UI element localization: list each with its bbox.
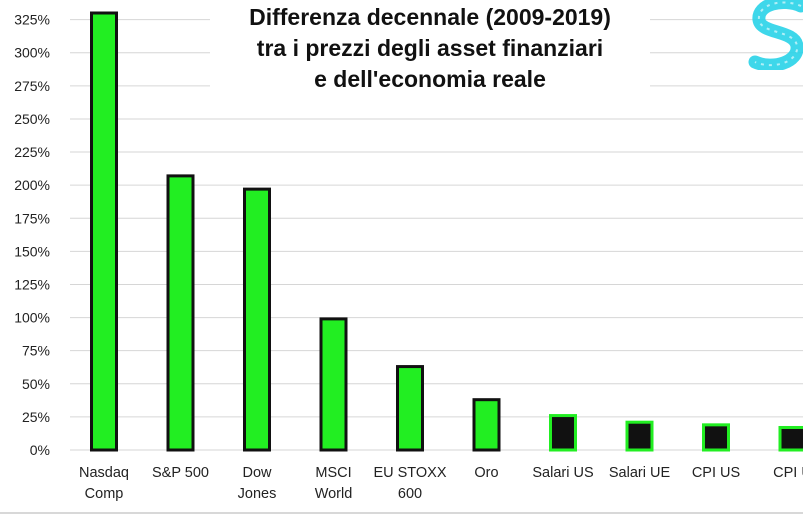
y-tick-label: 100% [14, 310, 50, 326]
bars [90, 11, 803, 452]
x-tick-label: EU STOXX 600 [373, 465, 446, 502]
chart-title-line-3: e dell'economia reale [314, 66, 546, 92]
y-tick-label: 275% [14, 78, 50, 94]
y-tick-label: 250% [14, 111, 50, 127]
bar [166, 174, 195, 452]
bottom-border [0, 512, 803, 514]
x-tick-label: Nasdaq Comp [79, 465, 129, 502]
y-tick-label: 0% [30, 442, 50, 458]
chart-title-line-1: Differenza decennale (2009-2019) [249, 4, 611, 30]
bar [319, 317, 348, 452]
bar [702, 423, 730, 452]
y-tick-label: 25% [22, 409, 50, 425]
x-tick-label: S&P 500 [152, 465, 209, 481]
x-tick-label: MSCI World [315, 465, 353, 502]
y-tick-label: 300% [14, 45, 50, 61]
brand-s-logo-icon [748, 0, 803, 70]
y-tick-label: 225% [14, 144, 50, 160]
bar [90, 11, 118, 452]
x-tick-label: CPI US [692, 465, 740, 481]
y-tick-label: 75% [22, 343, 50, 359]
bar [778, 425, 803, 452]
x-tick-label: Salari US [532, 465, 593, 481]
y-tick-label: 50% [22, 376, 50, 392]
x-tick-label: Dow Jones [238, 465, 277, 502]
x-axis-labels: Nasdaq Comp S&P 500 Dow Jones MSCI World EU STO… [79, 465, 803, 502]
x-tick-label: Oro [474, 465, 498, 481]
y-tick-label: 150% [14, 243, 50, 259]
chart-title-line-2: tra i prezzi degli asset finanziari [256, 35, 604, 61]
x-tick-label: CPI U [773, 465, 803, 481]
bar [472, 398, 501, 452]
y-tick-label: 325% [14, 12, 50, 28]
y-tick-label: 200% [14, 177, 50, 193]
bar [549, 414, 577, 452]
y-axis-ticks: 0% 25% 50% 75% 100% 125% 150% 175% 200% 225% 250% 2… [14, 12, 50, 458]
y-tick-label: 175% [14, 210, 50, 226]
y-tick-label: 125% [14, 276, 50, 292]
bar [625, 420, 654, 452]
x-tick-label: Salari UE [609, 465, 671, 481]
chart-title: Differenza decennale (2009-2019) tra i p… [210, 2, 650, 95]
bar [396, 365, 424, 452]
bar [243, 187, 271, 452]
